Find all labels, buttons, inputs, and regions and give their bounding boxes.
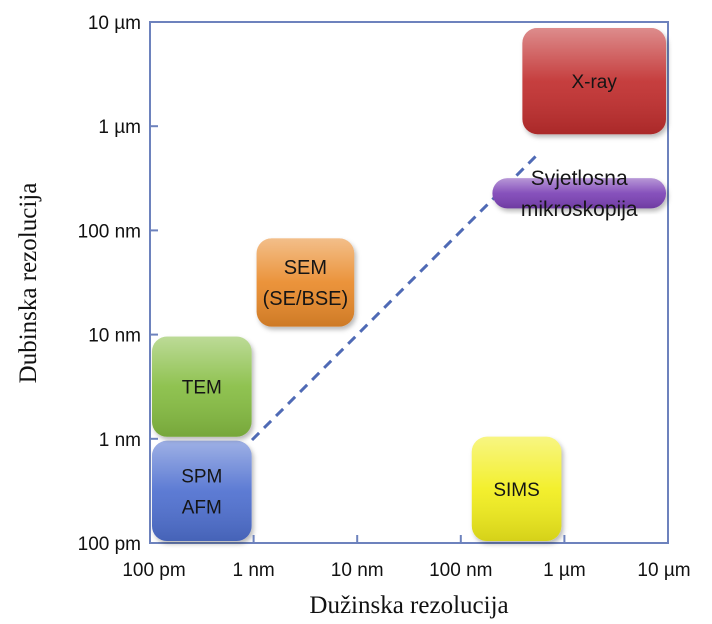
- x-tick-label: 1 nm: [232, 560, 274, 581]
- sims-box: SIMS: [471, 436, 562, 541]
- sims-box-gloss: [471, 436, 562, 541]
- tem-label-line: TEM: [182, 378, 222, 399]
- x-axis: 100 pm 1 nm 10 nm 100 nm 1 µm 10 µm: [122, 535, 691, 581]
- y-axis: 100 pm 1 nm 10 nm 100 nm 1 µm 10 µm: [78, 13, 158, 555]
- svjetlosna-mikroskopija-box: Svjetlosna mikroskopija: [492, 167, 666, 221]
- svjetlosna-mikroskopija-label-line: mikroskopija: [521, 198, 638, 221]
- sem-box-gloss: [256, 238, 355, 327]
- y-tick-label: 10 nm: [88, 326, 141, 347]
- spm-afm-label-line: SPM: [181, 466, 222, 487]
- tem-box-gloss: [152, 336, 252, 437]
- x-tick-label: 1 µm: [543, 560, 586, 581]
- y-tick-label: 10 µm: [88, 13, 141, 34]
- y-tick-label: 100 pm: [78, 534, 141, 555]
- y-axis-title: Dubinska rezolucija: [15, 183, 42, 384]
- sem-box: SEM (SE/BSE): [256, 238, 355, 327]
- spm-afm-label-line: AFM: [182, 497, 222, 518]
- x-axis-title: Dužinska rezolucija: [309, 592, 508, 619]
- tem-box: TEM: [152, 336, 252, 437]
- x-tick-label: 100 nm: [429, 560, 492, 581]
- x-tick-label: 100 pm: [122, 560, 185, 581]
- y-tick-label: 1 µm: [98, 117, 141, 138]
- sem-label-line: (SE/BSE): [263, 288, 349, 310]
- spm-afm-box-gloss: [152, 440, 252, 541]
- x-ray-label-line: X-ray: [571, 72, 617, 93]
- sem-label-line: SEM: [284, 257, 327, 279]
- technique-boxes: SPM AFM TEM SEM (SE/BSE) SIMS Svjetlosna mikros…: [152, 28, 666, 541]
- x-ray-box-gloss: [522, 28, 666, 135]
- y-tick-label: 1 nm: [99, 430, 141, 451]
- x-tick-label: 10 nm: [331, 560, 384, 581]
- svjetlosna-mikroskopija-label-line: Svjetlosna: [531, 167, 628, 190]
- spm-afm-box: SPM AFM: [152, 440, 252, 541]
- svjetlosna-mikroskopija-box-gloss: [492, 178, 666, 209]
- x-tick-label: 10 µm: [637, 560, 690, 581]
- x-ray-box: X-ray: [522, 28, 666, 135]
- y-tick-label: 100 nm: [78, 221, 141, 242]
- sims-label-line: SIMS: [493, 480, 539, 501]
